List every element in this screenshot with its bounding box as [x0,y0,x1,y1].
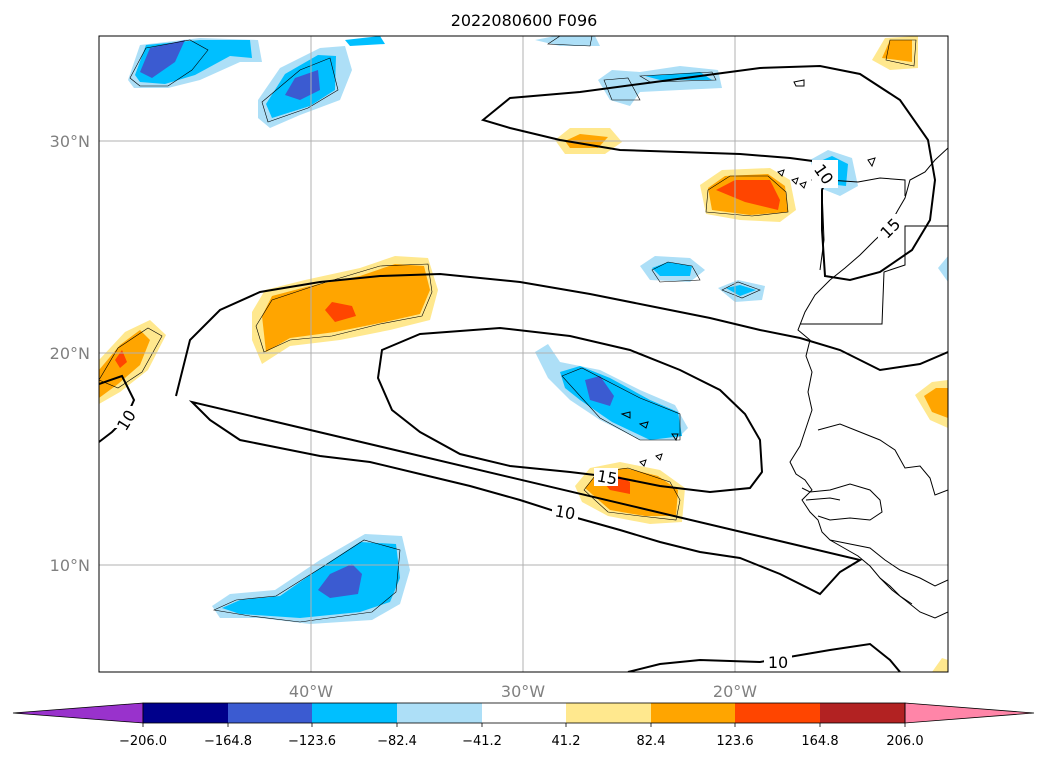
colorbar-extend-max [904,702,1035,724]
contour-label-bg [594,468,618,486]
anomaly-negative-24n-b-core [726,285,756,296]
morocco-border [857,157,906,196]
colorbar-tick-label: 206.0 [886,734,923,749]
anomaly-positive-ne-top-core [882,40,912,62]
colorbar-tick-label: −123.6 [288,734,336,749]
mali-border [817,423,948,496]
anomaly-negative-24n-a-core [652,262,692,276]
colorbar-bin [566,703,651,723]
madeira [793,79,805,87]
canary-islands [777,169,819,189]
contour-label-bg [878,214,902,238]
anomaly-negative-top [535,36,600,46]
colorbar-tick-label: 41.2 [552,734,581,749]
gambia [805,497,841,501]
contour-label-bg [112,406,134,428]
anomaly-positive-west-edge-red [115,350,127,368]
lat-tick-30n: 30°N [50,132,90,151]
contour-label-10-south: 10 [768,653,788,672]
lon-tick-30w: 30°W [501,682,545,701]
axis-labels: 40°W 30°W 20°W 30°N 20°N 10°N [50,132,758,701]
anomaly-negative-east-edge [938,256,948,282]
colorbar-tick-label: −82.4 [377,734,417,749]
colorbar-bin [482,703,566,723]
map-content: 10 15 10 10 10 15 [99,36,948,672]
guinea-border [829,539,948,587]
anomaly-negative-22w-32n-core [645,72,712,80]
anomaly-negative-38w-9n-deep [318,564,362,598]
shaded-anomalies [99,36,948,672]
anomaly-positive-se-corner [932,658,948,672]
colorbar-frame [142,702,906,724]
lat-tick-20n: 20°N [50,344,90,363]
contour-15-inner [376,326,764,494]
colorbar-tick-label: 164.8 [801,734,838,749]
colorbar-ticks [142,723,906,727]
cape-verde [620,411,679,467]
lat-tick-10n: 10°N [50,556,90,575]
map-frame [98,35,949,673]
colorbar-tick-label: 82.4 [637,734,666,749]
colorbar-tick-label: −41.2 [462,734,502,749]
shading-outlines [99,36,917,623]
anomaly-positive-40w-22n-red [325,302,356,322]
colorbar-tick-label: −164.8 [204,734,252,749]
colorbar-bin [143,703,228,723]
sierra-leone-border [879,577,913,605]
gridlines [99,36,948,672]
contour-label-bg [552,504,578,522]
anomaly-positive-17w-27n-red [716,180,780,210]
contour-label-15-mid: 15 [595,466,618,488]
colorbar-bin [228,703,312,723]
colorbar: −206.0 −164.8 −123.6 −82.4 −41.2 41.2 82… [12,702,1035,749]
contour-10-south [627,642,901,672]
colorbar-bin [312,703,397,723]
map-title: 2022080600 F096 [451,11,598,30]
anomaly-negative-top2 [345,36,385,46]
colorbar-extend-min [12,702,144,724]
anomaly-negative-nw-deep [140,40,185,78]
anomaly-negative-26w-18n-deep [585,376,614,406]
colorbar-bin [735,703,820,723]
anomaly-positive-east-18n-core [924,388,948,418]
senegal-border [801,483,883,521]
colorbar-bin [820,703,905,723]
colorbar-tick-label: 123.6 [716,734,753,749]
colorbar-bin [397,703,482,723]
colorbar-bin [651,703,735,723]
lon-tick-40w: 40°W [289,682,333,701]
contour-10-north [480,64,937,282]
contour-label-bg [764,654,792,670]
sahara-border [800,225,948,325]
contour-label-bg [812,160,838,188]
lon-tick-20w: 20°W [713,682,757,701]
colorbar-tick-label: −206.0 [119,734,167,749]
contour-label-10-mid: 10 [553,501,576,523]
